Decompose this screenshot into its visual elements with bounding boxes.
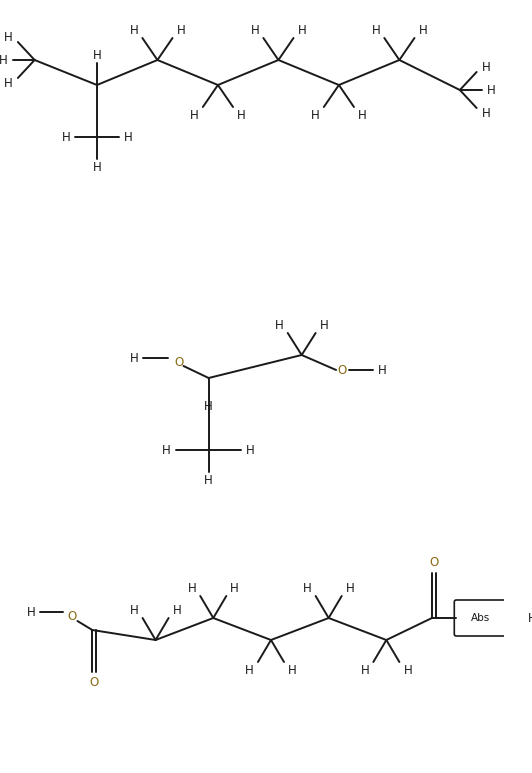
Text: H: H [403,663,412,676]
Text: H: H [275,318,284,332]
Text: H: H [378,363,387,376]
Text: H: H [93,49,101,62]
Text: O: O [67,611,77,624]
Text: H: H [130,23,138,36]
Text: H: H [237,108,246,121]
Text: H: H [303,581,312,594]
Text: H: H [123,131,132,144]
Text: H: H [0,53,8,66]
Text: H: H [481,60,491,73]
Text: H: H [93,161,101,173]
Text: H: H [297,23,306,36]
Text: H: H [487,83,495,97]
Text: O: O [337,363,346,376]
Text: H: H [62,131,70,144]
Text: H: H [187,581,196,594]
Text: H: H [481,107,491,120]
Text: H: H [4,30,13,43]
Text: H: H [230,581,239,594]
Text: H: H [419,23,427,36]
Text: O: O [174,356,184,369]
Text: O: O [89,676,99,689]
Text: H: H [27,605,35,618]
Text: H: H [204,474,213,486]
Text: H: H [245,663,254,676]
Text: H: H [190,108,199,121]
Text: Abs: Abs [471,613,490,623]
Text: H: H [172,604,181,617]
Text: H: H [246,444,255,457]
Text: O: O [429,557,438,570]
Text: H: H [361,663,369,676]
Text: H: H [130,352,138,365]
Text: H: H [130,604,138,617]
Text: H: H [346,581,354,594]
Text: H: H [528,611,532,625]
Text: H: H [204,400,213,413]
Text: H: H [371,23,380,36]
Text: H: H [288,663,297,676]
Text: H: H [320,318,328,332]
Text: H: H [4,77,13,90]
Text: H: H [311,108,320,121]
Text: H: H [251,23,259,36]
Text: H: H [177,23,185,36]
Text: H: H [358,108,367,121]
Text: H: H [162,444,171,457]
FancyBboxPatch shape [454,600,506,636]
